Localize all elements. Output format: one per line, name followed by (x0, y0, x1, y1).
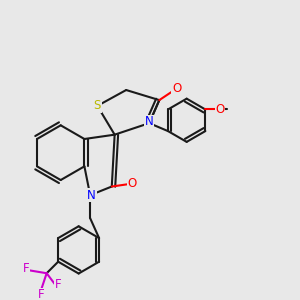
Text: N: N (87, 189, 96, 202)
Text: F: F (23, 262, 30, 275)
Text: O: O (127, 177, 136, 190)
Text: F: F (55, 278, 62, 291)
Text: F: F (38, 288, 44, 300)
Text: S: S (94, 99, 101, 112)
Text: N: N (145, 115, 154, 128)
Text: O: O (172, 82, 181, 95)
Text: O: O (215, 103, 224, 116)
